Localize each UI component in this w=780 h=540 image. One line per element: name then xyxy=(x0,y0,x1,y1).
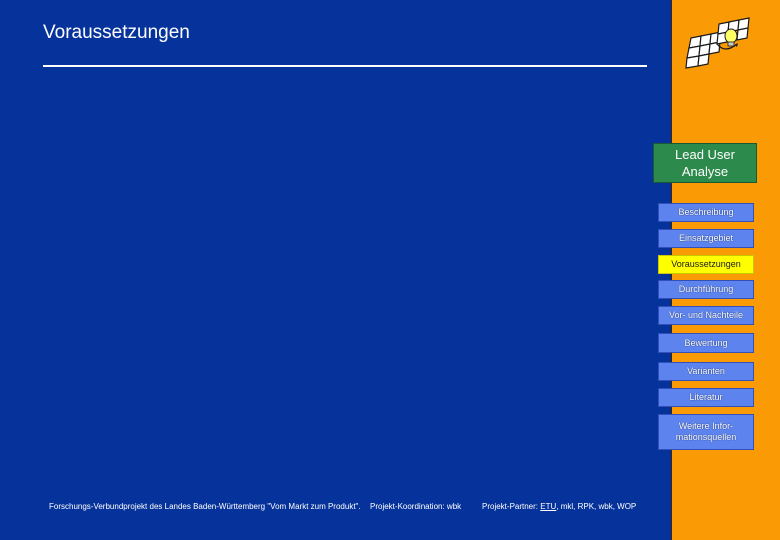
nav-button-vor-und-nachteile[interactable]: Vor- und Nachteile xyxy=(658,306,754,325)
title-underline xyxy=(43,65,647,67)
footer-partners-suffix: , mkl, RPK, wbk, WOP xyxy=(556,502,637,511)
nav-button-beschreibung[interactable]: Beschreibung xyxy=(658,203,754,222)
footer-partners: Projekt-Partner: ETU, mkl, RPK, wbk, WOP xyxy=(482,502,636,511)
footer-coordination: Projekt-Koordination: wbk xyxy=(370,502,462,511)
page-title: Voraussetzungen xyxy=(43,22,190,43)
nav-button-varianten[interactable]: Varianten xyxy=(658,362,754,381)
nav-button-bewertung[interactable]: Bewertung xyxy=(658,333,754,353)
nav-button-literatur[interactable]: Literatur xyxy=(658,388,754,407)
section-label: Lead User Analyse xyxy=(653,143,757,183)
nav-button-weitere-informationsquellen[interactable]: Weitere Infor-mationsquellen xyxy=(658,414,754,450)
footer-partners-prefix: Projekt-Partner: xyxy=(482,502,541,511)
partner-link-etu[interactable]: ETU xyxy=(540,502,557,511)
nav-button-voraussetzungen[interactable]: Voraussetzungen xyxy=(658,255,754,274)
footer-project: Forschungs-Verbundprojekt des Landes Bad… xyxy=(49,502,361,511)
nav-button-einsatzgebiet[interactable]: Einsatzgebiet xyxy=(658,229,754,248)
grid-lightbulb-logo-icon xyxy=(685,17,750,69)
nav-button-durchfuehrung[interactable]: Durchführung xyxy=(658,280,754,299)
